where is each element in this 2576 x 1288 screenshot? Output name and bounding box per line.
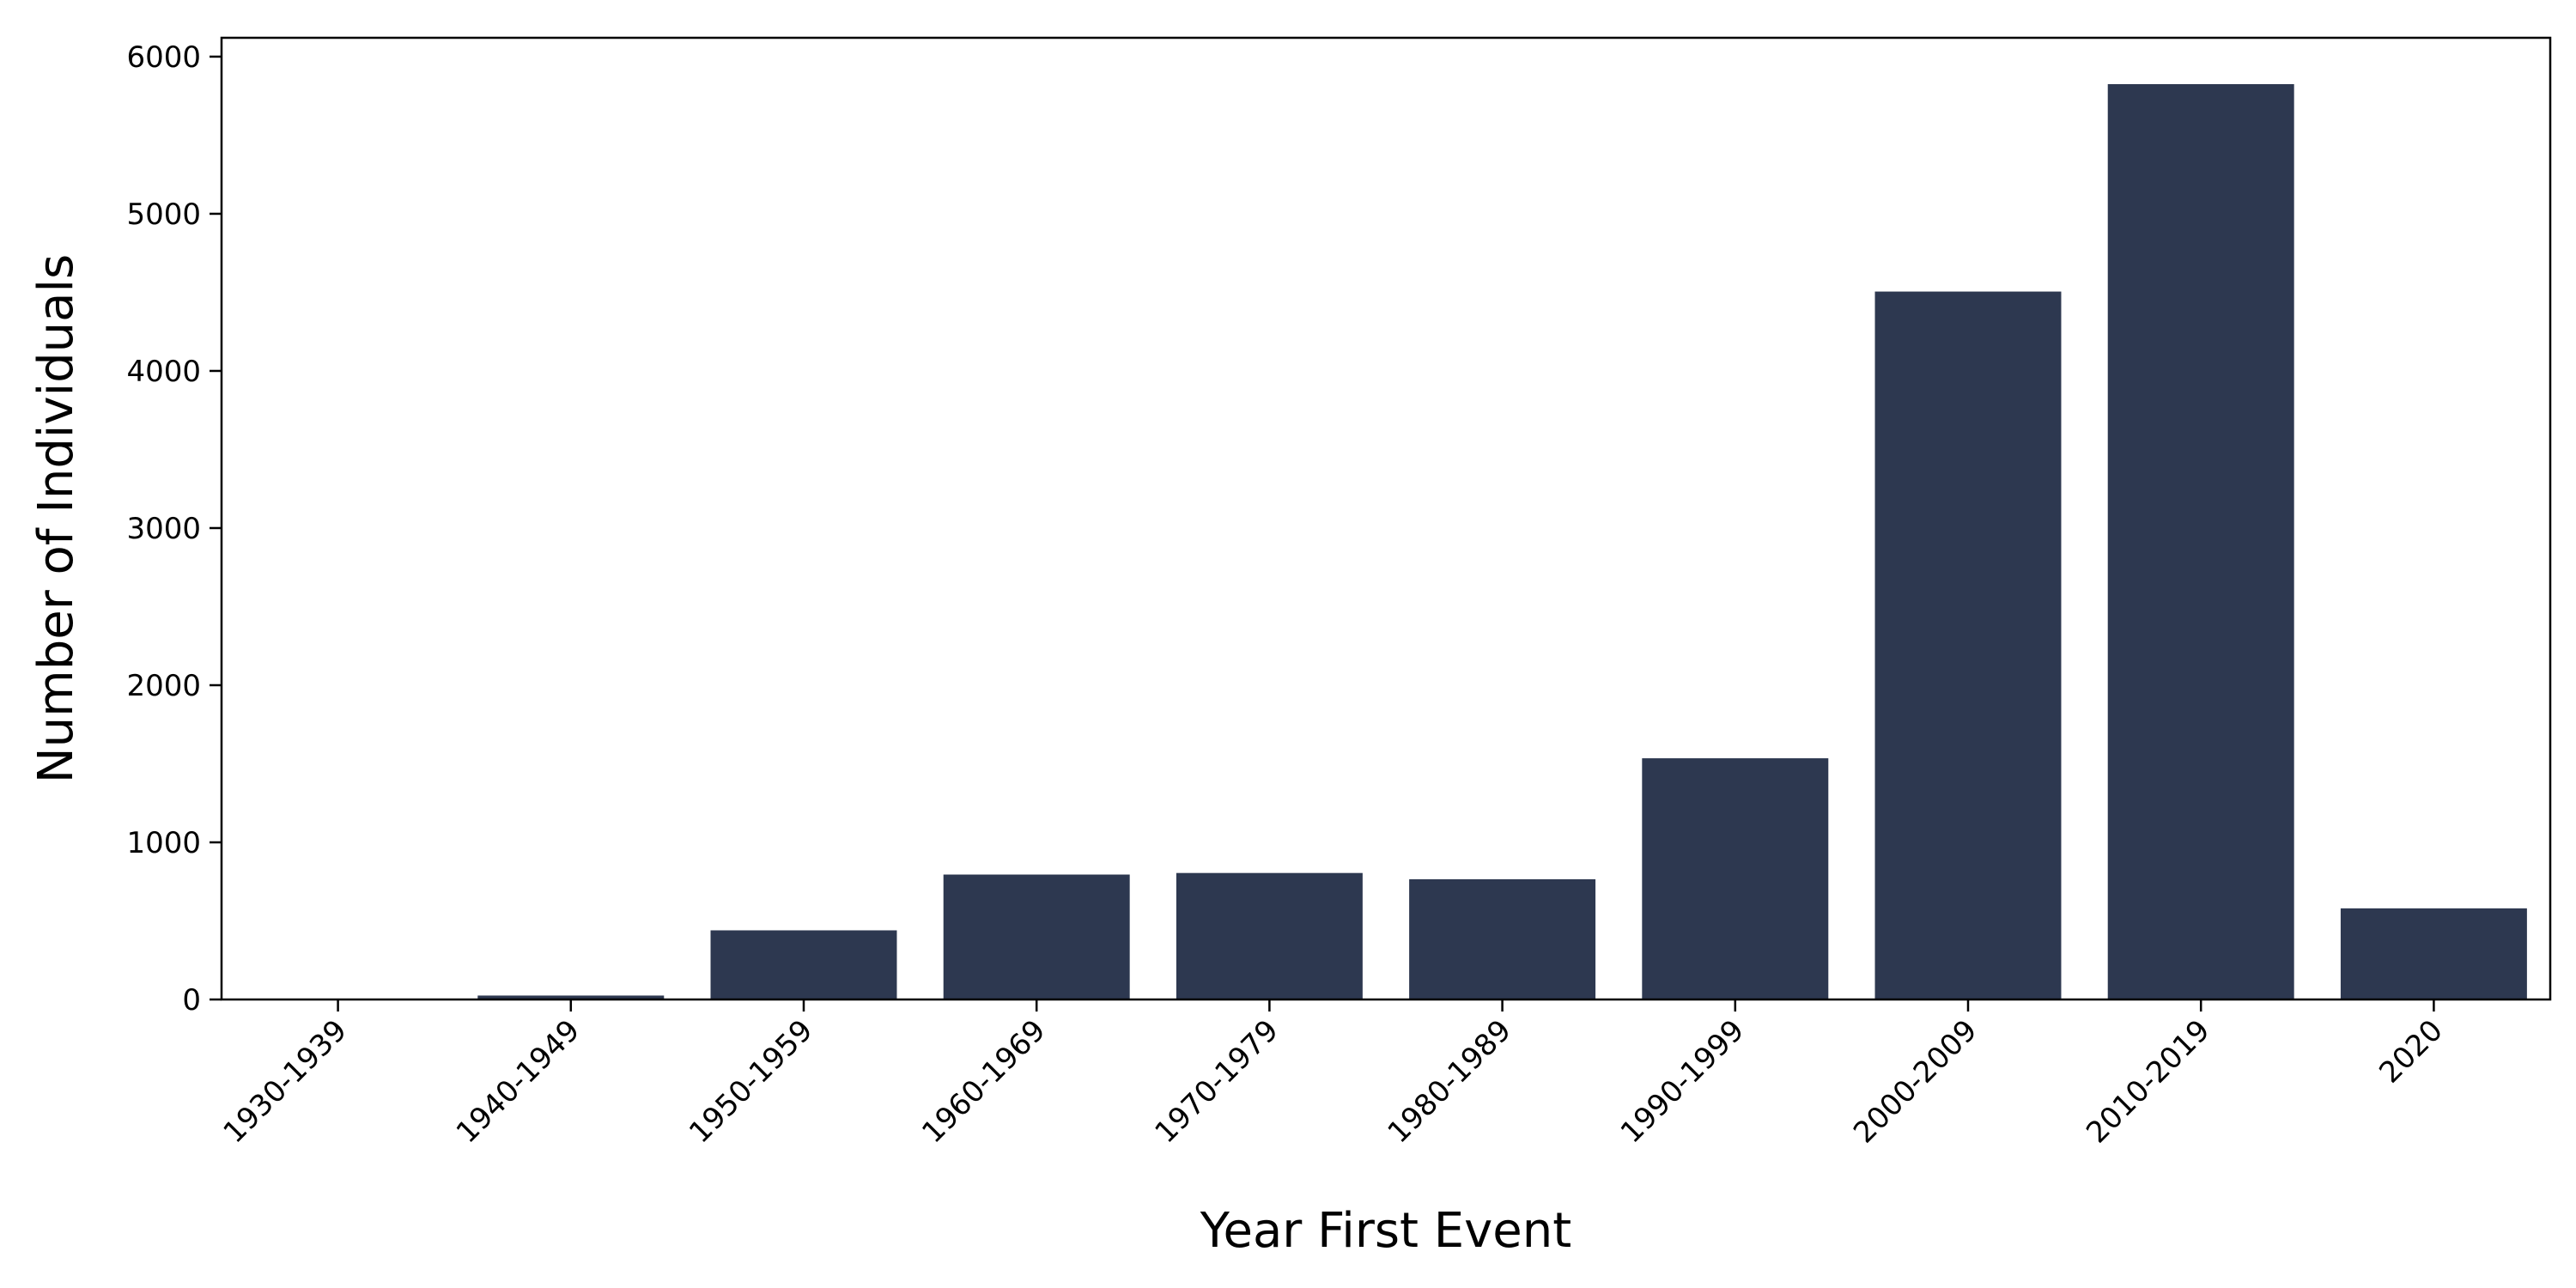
x-tick-label: 1980-1989: [1382, 1013, 1518, 1150]
x-tick-label: 2020: [2372, 1013, 2449, 1090]
bar-1980-1989: [1409, 879, 1596, 999]
bar-2010-2019: [2107, 83, 2294, 999]
y-axis: 0 1000 2000 3000 4000 5000 6000: [126, 40, 222, 1018]
x-tick-label: 1950-1959: [683, 1013, 819, 1150]
plot-frame: [220, 36, 2552, 1001]
bar-1990-1999: [1642, 758, 1829, 999]
x-tick-label: 1940-1949: [450, 1013, 586, 1150]
x-tick-label: 1930-1939: [217, 1013, 354, 1150]
y-tick-label: 2000: [126, 669, 201, 703]
x-tick-label: 1990-1999: [1614, 1013, 1751, 1150]
y-tick-label: 5000: [126, 197, 201, 232]
bars-layer: [245, 83, 2527, 999]
y-tick-label: 6000: [126, 40, 201, 75]
x-tick-label: 1960-1969: [915, 1013, 1052, 1150]
y-tick-label: 1000: [126, 826, 201, 860]
y-axis-title: Number of Individuals: [28, 254, 84, 783]
x-tick-label: 2000-2009: [1847, 1013, 1984, 1150]
y-tick-label: 4000: [126, 355, 201, 389]
bar-1950-1959: [710, 930, 897, 999]
x-axis: 1930-1939 1940-1949 1950-1959 1960-1969 1970…: [217, 999, 2450, 1150]
bar-2020: [2340, 908, 2527, 999]
bar-1970-1979: [1176, 872, 1363, 999]
bar-1940-1949: [477, 995, 665, 999]
y-tick-label: 0: [182, 983, 201, 1018]
bar-1960-1969: [943, 874, 1130, 999]
x-axis-title: Year First Event: [1200, 1203, 1571, 1259]
y-tick-label: 3000: [126, 512, 201, 546]
x-tick-label: 2010-2019: [2080, 1013, 2216, 1150]
bar-2000-2009: [1874, 291, 2062, 999]
x-tick-label: 1970-1979: [1148, 1013, 1285, 1150]
